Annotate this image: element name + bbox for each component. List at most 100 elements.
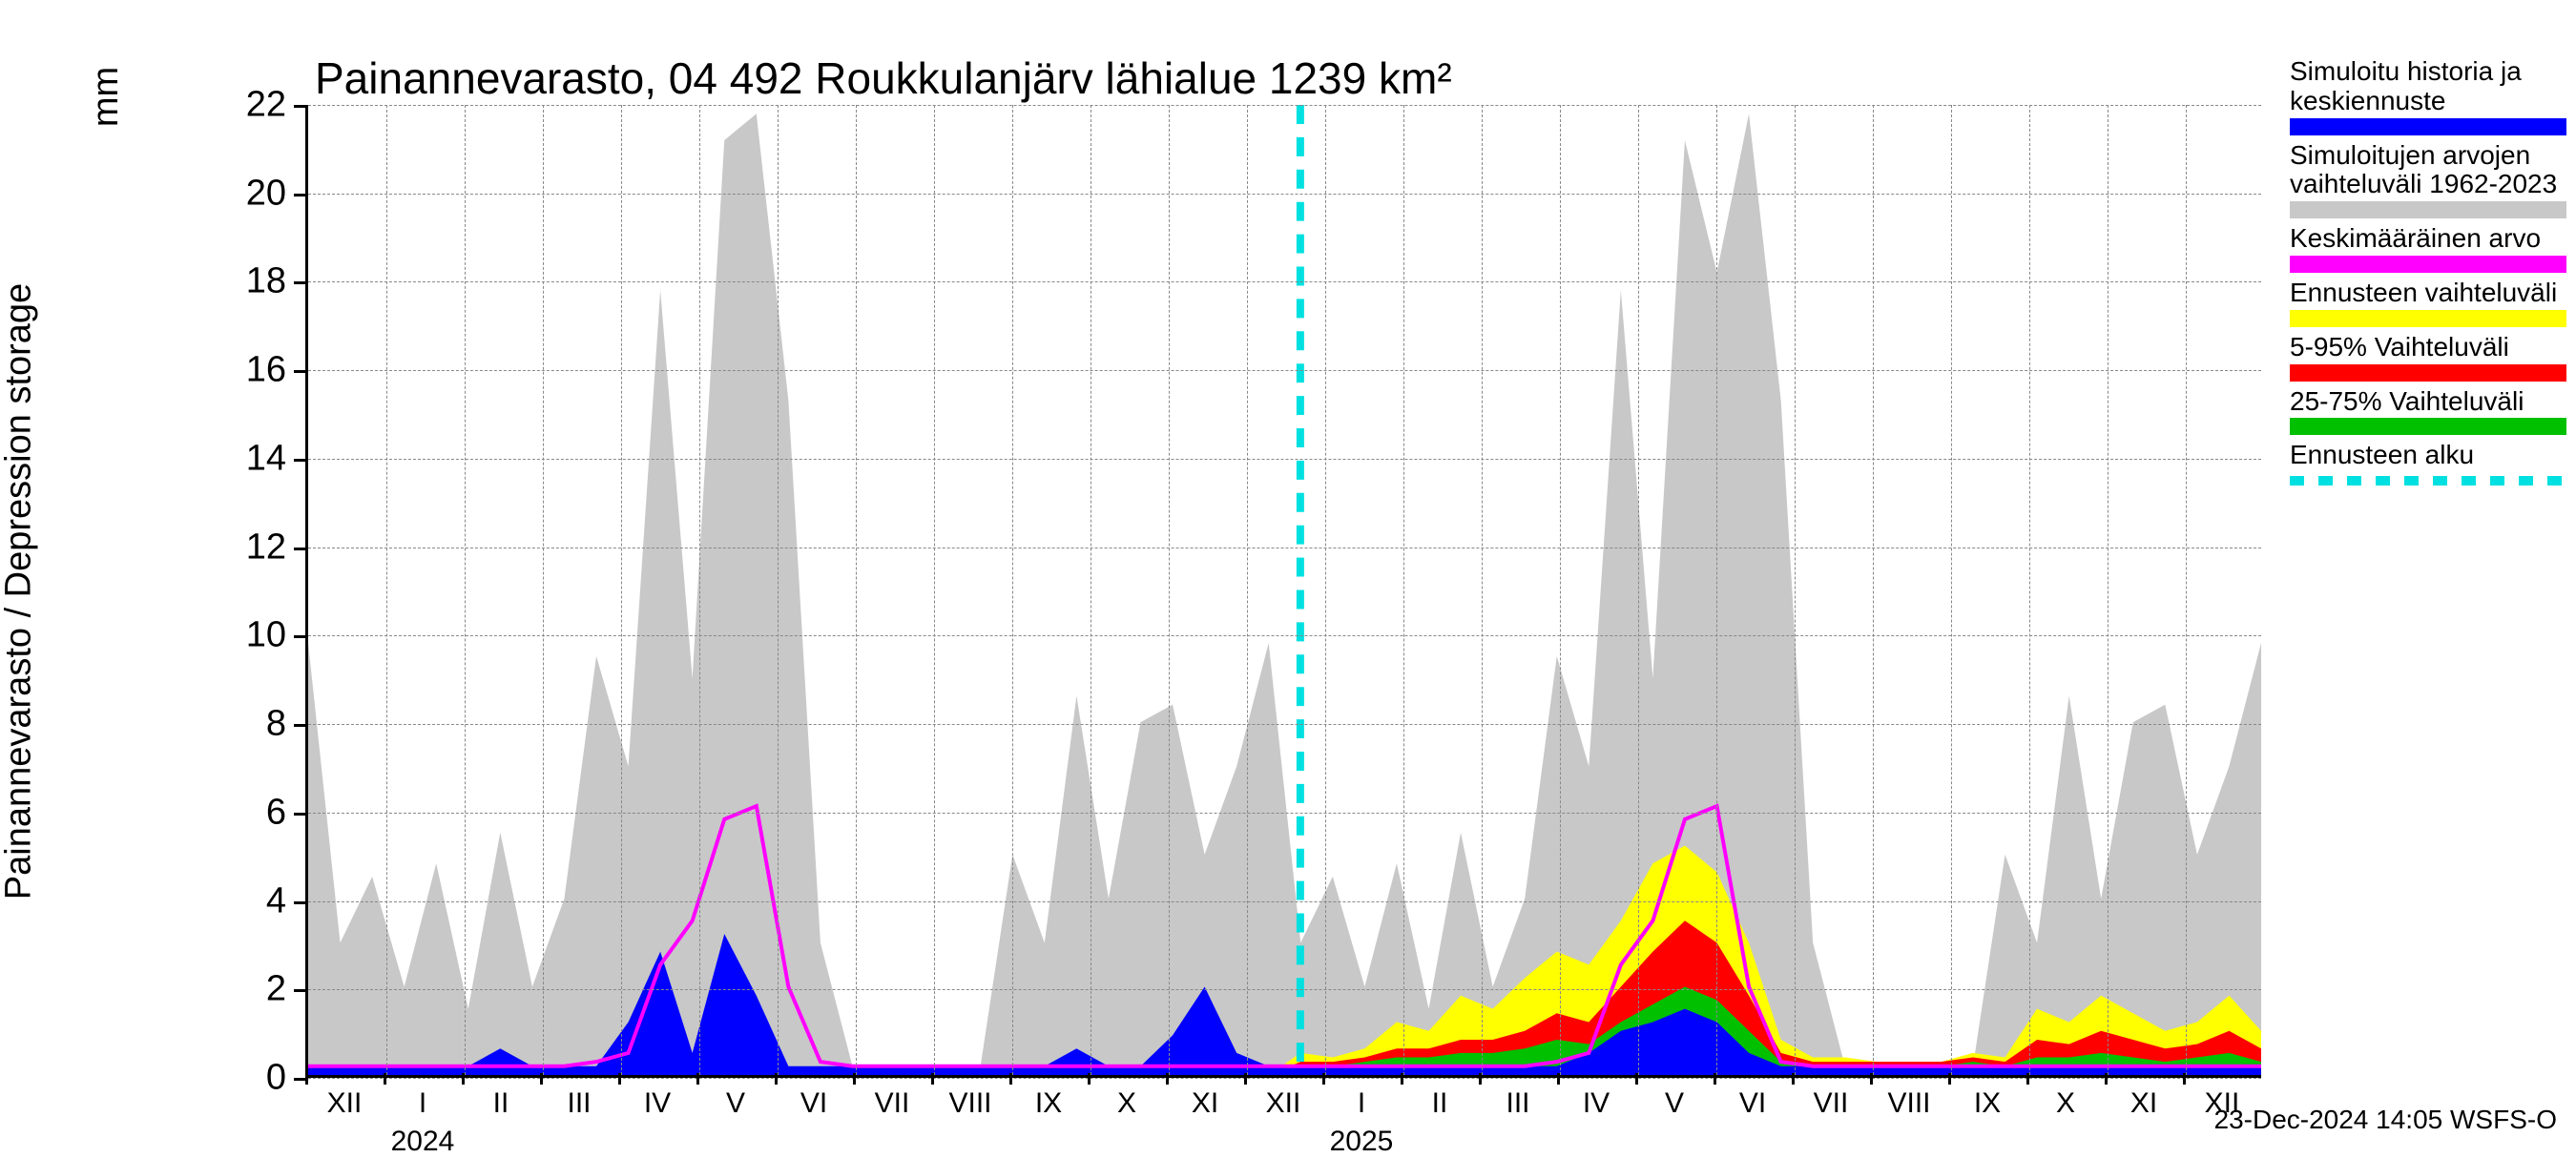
xtick-label: IV (644, 1087, 671, 1120)
legend-label: Simuloitujen arvojen vaihteluväli 1962-2… (2290, 141, 2566, 200)
legend-swatch (2290, 201, 2566, 218)
gridline-v (386, 105, 387, 1075)
xtick-label: V (1665, 1087, 1684, 1120)
xtick-label: VII (1814, 1087, 1849, 1120)
xtick-label: III (567, 1087, 591, 1120)
year-label: 2025 (1330, 1126, 1394, 1158)
legend-item: Simuloitujen arvojen vaihteluväli 1962-2… (2290, 141, 2566, 219)
legend-item: 5-95% Vaihteluväli (2290, 333, 2566, 382)
xtick-label: II (493, 1087, 509, 1120)
gridline-h (308, 370, 2261, 371)
gridline-h (308, 635, 2261, 636)
legend-label: Simuloitu historia ja keskiennuste (2290, 57, 2566, 116)
footer-timestamp: 23-Dec-2024 14:05 WSFS-O (2214, 1105, 2558, 1135)
gridline-h (308, 281, 2261, 282)
xtick-label: X (2056, 1087, 2075, 1120)
xtick-mark (1088, 1073, 1091, 1085)
ytick-label: 14 (219, 438, 286, 479)
gridline-v (621, 105, 622, 1075)
legend-swatch (2290, 310, 2566, 327)
gridline-v (1482, 105, 1483, 1075)
xtick-label: II (1432, 1087, 1448, 1120)
gridline-v (1560, 105, 1561, 1075)
xtick-label: X (1117, 1087, 1136, 1120)
xtick-label: IV (1583, 1087, 1610, 1120)
ytick-mark (294, 1078, 305, 1081)
ytick-mark (294, 901, 305, 904)
legend-item: 25-75% Vaihteluväli (2290, 387, 2566, 436)
y-axis-unit: mm (86, 67, 127, 127)
xtick-label: XII (1266, 1087, 1301, 1120)
ytick-mark (294, 194, 305, 196)
ytick-label: 16 (219, 350, 286, 391)
ytick-label: 0 (219, 1058, 286, 1099)
ytick-label: 8 (219, 704, 286, 745)
gridline-h (308, 105, 2261, 106)
xtick-mark (1557, 1073, 1560, 1085)
xtick-mark (1792, 1073, 1795, 1085)
gridline-v (1403, 105, 1404, 1075)
xtick-mark (2026, 1073, 2029, 1085)
xtick-mark (1479, 1073, 1482, 1085)
ytick-mark (294, 281, 305, 284)
legend-swatch (2290, 364, 2566, 382)
legend-item: Ennusteen vaihteluväli (2290, 279, 2566, 327)
legend-label: Keskimääräinen arvo (2290, 224, 2566, 254)
ytick-mark (294, 548, 305, 550)
historical-range-area (308, 114, 2261, 1075)
gridline-h (308, 813, 2261, 814)
legend-swatch (2290, 476, 2566, 486)
xtick-mark (1166, 1073, 1169, 1085)
xtick-mark (931, 1073, 934, 1085)
gridline-h (308, 901, 2261, 902)
legend-label: 25-75% Vaihteluväli (2290, 387, 2566, 417)
legend-swatch (2290, 418, 2566, 435)
xtick-mark (696, 1073, 699, 1085)
xtick-mark (1322, 1073, 1325, 1085)
legend-swatch (2290, 118, 2566, 135)
xtick-label: VI (1739, 1087, 1766, 1120)
xtick-label: IX (1974, 1087, 2001, 1120)
xtick-label: XI (2130, 1087, 2157, 1120)
xtick-mark (2105, 1073, 2108, 1085)
legend-label: Ennusteen vaihteluväli (2290, 279, 2566, 308)
xtick-label: XII (2205, 1087, 2240, 1120)
gridline-v (2186, 105, 2187, 1075)
legend-label: Ennusteen alku (2290, 441, 2566, 470)
ytick-mark (294, 370, 305, 373)
gridline-v (1873, 105, 1874, 1075)
xtick-mark (853, 1073, 856, 1085)
gridline-v (1716, 105, 1717, 1075)
xtick-label: V (726, 1087, 745, 1120)
xtick-mark (305, 1073, 308, 1085)
xtick-label: VII (875, 1087, 910, 1120)
legend-swatch (2290, 256, 2566, 273)
xtick-mark (462, 1073, 465, 1085)
xtick-label: I (419, 1087, 426, 1120)
chart-container: Painannevarasto / Depression storage mm … (0, 0, 2576, 1145)
xtick-mark (1635, 1073, 1638, 1085)
gridline-h (308, 1078, 2261, 1079)
xtick-label: III (1506, 1087, 1529, 1120)
ytick-mark (294, 105, 305, 108)
gridline-v (934, 105, 935, 1075)
xtick-mark (1009, 1073, 1012, 1085)
chart-data-layer (308, 105, 2261, 1075)
ytick-label: 20 (219, 173, 286, 214)
gridline-h (308, 194, 2261, 195)
xtick-mark (1401, 1073, 1403, 1085)
chart-title: Painannevarasto, 04 492 Roukkulanjärv lä… (315, 52, 1452, 104)
y-axis-label: Painannevarasto / Depression storage (0, 283, 40, 900)
xtick-mark (1870, 1073, 1873, 1085)
gridline-v (1638, 105, 1639, 1075)
gridline-v (465, 105, 466, 1075)
legend-item: Ennusteen alku (2290, 441, 2566, 486)
gridline-v (1169, 105, 1170, 1075)
gridline-v (1325, 105, 1326, 1075)
gridline-v (856, 105, 857, 1075)
xtick-mark (1714, 1073, 1716, 1085)
xtick-mark (384, 1073, 386, 1085)
ytick-label: 22 (219, 85, 286, 126)
ytick-mark (294, 459, 305, 462)
gridline-h (308, 459, 2261, 460)
